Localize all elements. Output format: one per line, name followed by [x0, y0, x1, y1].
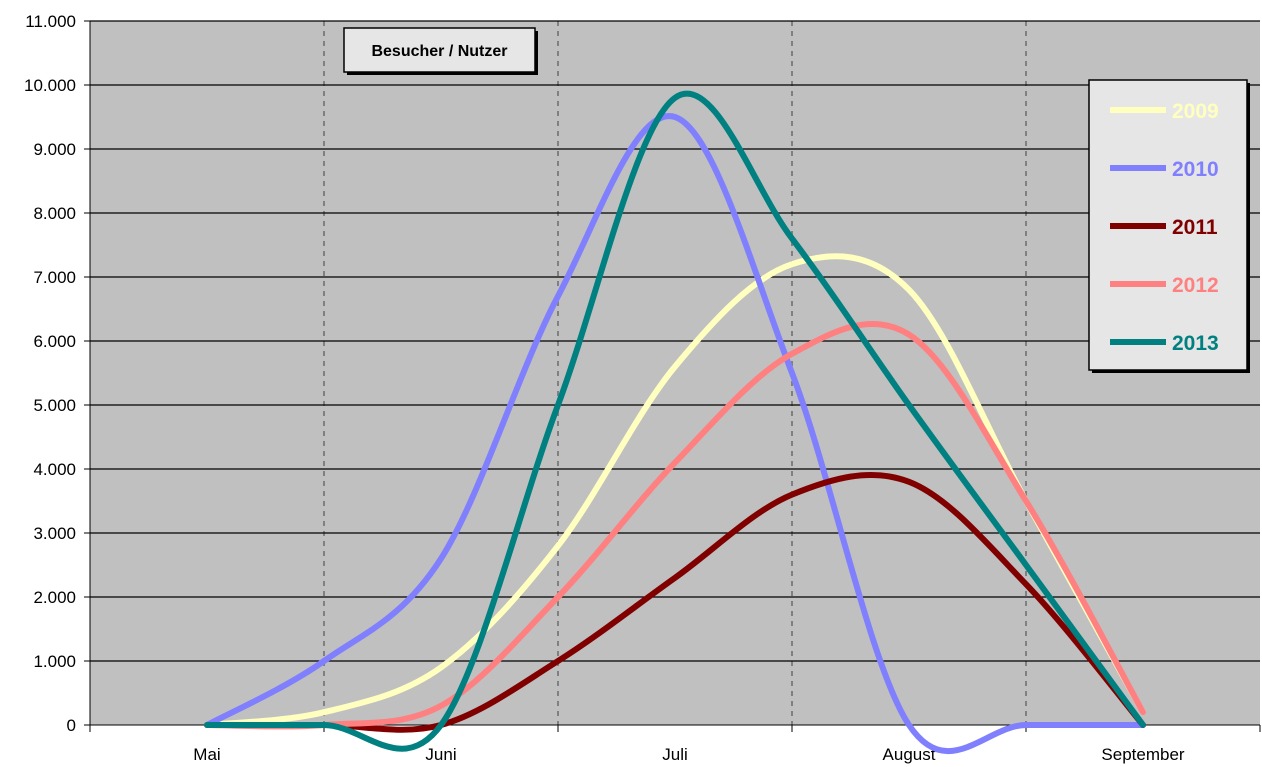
y-tick-label: 9.000 [33, 140, 76, 159]
legend: 2009 2010 2011 2012 2013 [1088, 79, 1250, 373]
y-tick-label: 1.000 [33, 652, 76, 671]
title-box [343, 27, 536, 73]
legend-items: 2009 2010 2011 2012 2013 [1110, 100, 1219, 355]
y-tick-label: 10.000 [24, 76, 76, 95]
y-tick-label: 4.000 [33, 460, 76, 479]
series-line-2012 [204, 320, 1146, 730]
series-line-2011 [204, 471, 1146, 733]
y-tick-label: 2.000 [33, 588, 76, 607]
series-line-2013 [204, 90, 1146, 752]
x-tick-label: Mai [193, 745, 220, 764]
y-axis: 0 1.000 2.000 3.000 4.000 5.000 6.000 7.000 8.00… [24, 12, 91, 735]
y-tick-label: 3.000 [33, 524, 76, 543]
x-tick-label: Juni [425, 745, 456, 764]
chart-title-box: Besucher / Nutzer [343, 27, 538, 75]
y-tick-label: 11.000 [25, 12, 76, 31]
y-tick-label: 8.000 [33, 204, 76, 223]
legend-label-2012: 2012 [1172, 274, 1219, 297]
plot-area [90, 21, 1260, 725]
legend-label-2009: 2009 [1172, 100, 1219, 123]
series-line-2010 [204, 113, 1146, 754]
y-tick-label: 0 [67, 716, 76, 735]
y-tick-label: 5.000 [33, 396, 76, 415]
legend-label-2013: 2013 [1172, 332, 1219, 355]
horizontal-gridlines [90, 20, 1260, 662]
x-tick-label: August [883, 745, 936, 764]
x-axis: Mai Juni Juli August September [89, 724, 1261, 764]
legend-label-2011: 2011 [1172, 216, 1218, 239]
x-tick-label: Juli [662, 745, 688, 764]
y-tick-label: 6.000 [33, 332, 76, 351]
legend-label-2010: 2010 [1172, 158, 1219, 181]
x-tick-label: September [1101, 745, 1184, 764]
chart-title: Besucher / Nutzer [371, 43, 507, 60]
y-tick-label: 7.000 [33, 268, 76, 287]
series-lines [204, 90, 1146, 754]
